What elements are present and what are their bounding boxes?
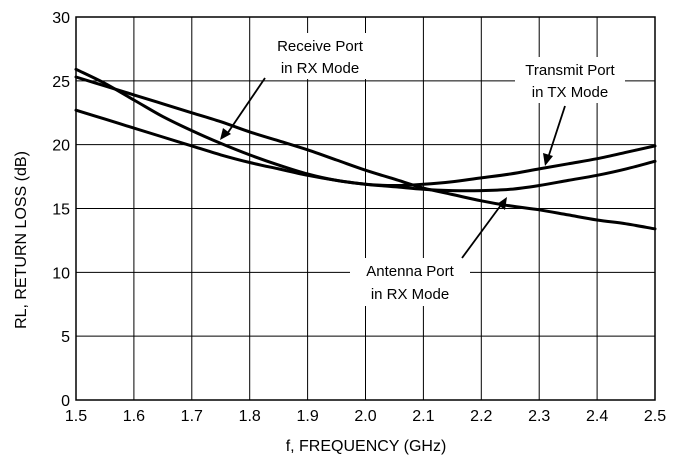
x-tick-label: 2.5: [644, 408, 666, 425]
x-tick-label: 2.2: [470, 408, 492, 425]
y-tick-label: 5: [61, 329, 70, 346]
annotation-receive-line1: Receive Port: [277, 38, 364, 55]
x-tick-label: 1.5: [65, 408, 87, 425]
annotation-receive: Receive Port in RX Mode: [220, 33, 373, 140]
series-line-antenna: [74, 75, 657, 231]
x-tick-label: 2.0: [354, 408, 376, 425]
x-tick-label: 2.3: [528, 408, 550, 425]
x-tick-label: 1.7: [181, 408, 203, 425]
annotation-antenna-arrowhead: [497, 197, 507, 210]
annotation-antenna-line1: Antenna Port: [366, 263, 454, 280]
y-tick-label: 30: [52, 10, 70, 27]
annotation-transmit-arrow: [547, 105, 566, 159]
y-tick-label: 25: [52, 74, 70, 91]
x-tick-label: 1.6: [123, 408, 145, 425]
y-axis-label: RL, RETURN LOSS (dB): [13, 151, 30, 329]
annotation-receive-line2: in RX Mode: [281, 60, 359, 77]
annotation-receive-arrow: [226, 77, 266, 135]
y-tick-label: 15: [52, 202, 70, 219]
annotation-transmit: Transmit Port in TX Mode: [515, 57, 625, 166]
x-tick-label: 1.9: [296, 408, 318, 425]
annotation-antenna: Antenna Port in RX Mode: [350, 197, 507, 306]
x-axis-label: f, FREQUENCY (GHz): [286, 438, 447, 455]
annotation-transmit-line2: in TX Mode: [532, 84, 608, 101]
annotation-antenna-arrow: [461, 204, 502, 259]
series-line-transmit: [74, 108, 657, 188]
x-tick-label: 1.8: [239, 408, 261, 425]
series-layer: [74, 67, 657, 231]
x-tick-label: 2.1: [412, 408, 434, 425]
x-tick-label: 2.4: [586, 408, 608, 425]
plot-frame: [75, 16, 656, 401]
annotation-antenna-line2: in RX Mode: [371, 286, 449, 303]
annotation-transmit-arrowhead: [543, 153, 553, 166]
annotation-receive-arrowhead: [220, 128, 231, 140]
y-tick-label: 10: [52, 265, 70, 282]
y-tick-labels: 0 5 10 15 20 25 30: [52, 10, 70, 410]
y-tick-label: 0: [61, 393, 70, 410]
x-tick-labels: 1.5 1.6 1.7 1.8 1.9 2.0 2.1 2.2 2.3 2.4 2.5: [65, 408, 666, 425]
annotation-transmit-line1: Transmit Port: [525, 62, 615, 79]
y-tick-label: 20: [52, 138, 70, 155]
